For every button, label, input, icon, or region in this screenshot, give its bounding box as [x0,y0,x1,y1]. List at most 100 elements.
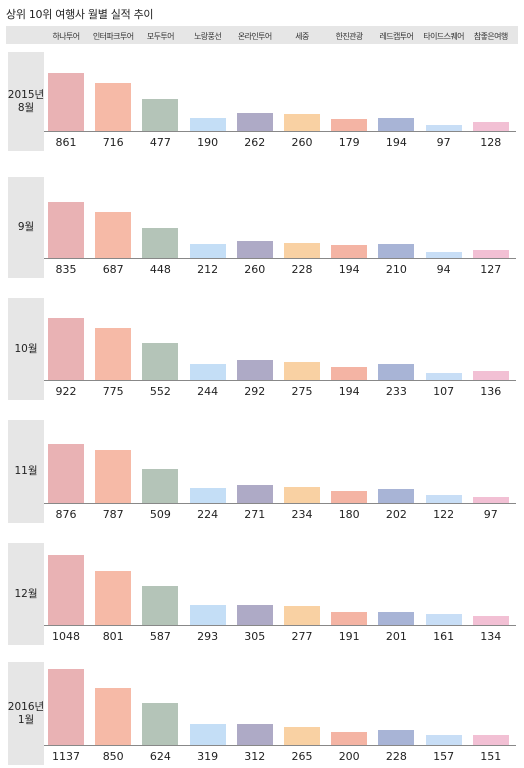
panel-label: 2015년 [7,88,45,101]
bar-value-label: 876 [55,508,77,521]
bar [378,611,415,625]
bar-value-label: 210 [385,263,407,276]
bar [378,243,415,258]
bar-value-label: 212 [197,263,219,276]
category-label: 노랑풍선 [194,32,222,41]
bar [284,727,320,745]
category-label: 타이드스퀘어 [423,32,464,41]
bar [48,554,84,625]
category-label: 참좋은여행 [473,32,508,41]
bar [331,612,368,625]
bar [378,729,415,745]
bar [95,212,132,258]
bar [284,113,320,131]
bar [48,202,84,258]
bar [331,731,368,745]
bar-value-label: 194 [385,136,407,149]
bar-value-label: 94 [436,263,451,276]
panel-label: 10월 [14,342,38,355]
bar-value-label: 122 [433,508,455,521]
bar [189,488,226,503]
bar-value-label: 194 [338,263,360,276]
panel-label-bg [8,52,44,151]
bar-value-label: 319 [197,750,219,763]
category-header [6,26,518,44]
panel-label: 11월 [14,465,38,477]
bar-value-label: 850 [102,750,124,763]
bar-value-label: 191 [338,630,360,643]
bar-value-label: 448 [149,263,171,276]
bar [189,243,226,258]
bar-value-label: 624 [149,750,171,763]
bar [95,571,132,625]
category-label: 하나투어 [52,32,80,41]
bar [284,487,320,503]
bar-value-label: 312 [244,750,266,763]
bar-value-label: 128 [480,136,502,149]
bar [472,734,509,745]
bar-value-label: 97 [483,508,498,521]
bar [472,122,509,131]
bar-value-label: 1137 [52,750,80,763]
bar-value-label: 180 [338,508,360,521]
bar [425,734,462,745]
bar [472,496,509,503]
bar [472,616,509,625]
bar-value-label: 97 [436,136,451,149]
bar [236,113,273,131]
bar [425,372,462,380]
bar [95,83,132,131]
bar [236,724,273,745]
category-label: 온라인투어 [237,32,272,41]
bar [95,450,132,503]
bar-value-label: 127 [480,263,502,276]
bar-value-label: 292 [244,385,266,398]
bar-value-label: 260 [291,136,313,149]
panel-label: 2016년 [7,700,45,713]
panel-label: 1월 [17,713,35,726]
bar-value-label: 1048 [52,630,80,643]
bar-value-label: 234 [291,508,313,521]
bar-value-label: 224 [197,508,219,521]
bar-value-label: 260 [244,263,266,276]
bar [236,484,273,503]
bar [472,249,509,258]
bar-value-label: 228 [385,750,407,763]
bar [425,614,462,625]
panel-label-bg [8,177,44,278]
bar [189,118,226,131]
bar-value-label: 477 [149,136,171,149]
bar [142,703,179,745]
bar-value-label: 835 [55,263,77,276]
chart-title: 상위 10위 여행사 월별 실적 추이 [6,8,154,21]
bar-value-label: 861 [55,136,77,149]
bar [189,605,226,625]
category-label: 모두투어 [146,32,175,41]
bar-value-label: 552 [149,385,171,398]
bar [378,489,415,503]
bar-value-label: 716 [102,136,124,149]
bar [425,124,462,131]
bar [189,363,226,380]
bar-value-label: 277 [291,630,313,643]
bar-value-label: 587 [149,630,171,643]
panel-baseline [44,131,516,132]
bar-value-label: 275 [291,385,313,398]
bar [48,73,84,131]
bar [425,494,462,503]
bar-value-label: 157 [433,750,455,763]
bar [95,688,132,745]
panel-baseline [44,380,516,381]
panel-label: 9월 [17,221,35,233]
bar [378,118,415,131]
panel-label: 8월 [17,101,35,114]
panel-label: 12월 [14,587,38,600]
bar [331,245,368,258]
bar [48,444,84,503]
bar [48,318,84,380]
bar [284,606,320,625]
bar-value-label: 201 [385,630,407,643]
bar [472,370,509,380]
panel-label-bg [8,298,44,400]
bar-value-label: 271 [244,508,266,521]
